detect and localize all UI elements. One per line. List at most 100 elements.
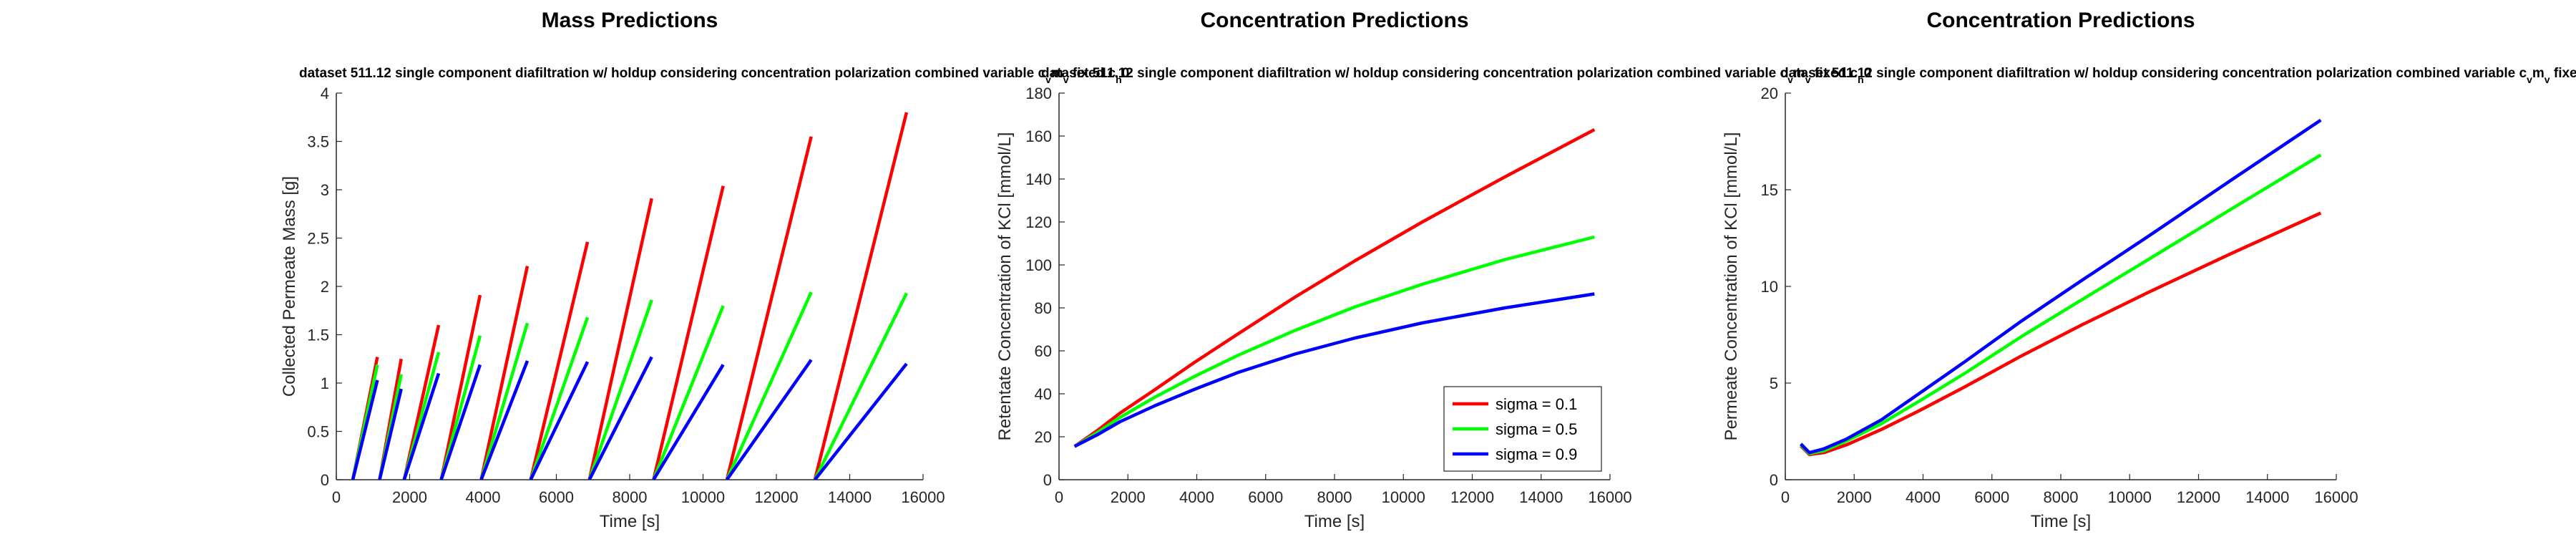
y-tick-label: 15 (1761, 181, 1778, 199)
y-tick-label: 2.5 (307, 230, 329, 248)
x-tick-label: 16000 (1588, 488, 1631, 506)
y-tick-label: 180 (1025, 84, 1052, 102)
legend-label: sigma = 0.9 (1496, 445, 1577, 463)
series-segment-sigma-0-9 (529, 361, 590, 480)
series-segment-sigma-0-1 (813, 112, 909, 480)
y-tick-label: 60 (1035, 342, 1052, 360)
legend-label: sigma = 0.1 (1496, 395, 1577, 413)
series-segment-sigma-0-9 (652, 364, 725, 480)
series-segment-sigma-0-5 (813, 292, 908, 480)
series-segment-sigma-0-9 (479, 360, 530, 480)
chart-subtitle: dataset 511.12 single component diafiltr… (1041, 66, 1871, 85)
y-tick-label: 0 (321, 471, 329, 489)
series-lines (1073, 128, 1596, 448)
series-segment-sigma-0-1 (652, 185, 725, 480)
y-tick-label: 20 (1761, 84, 1778, 102)
y-tick-label: 120 (1025, 213, 1052, 231)
x-tick-label: 4000 (466, 488, 501, 506)
y-axis-label: Retentate Concentration of KCl [mmol/L] (995, 132, 1015, 441)
series-lines (351, 112, 909, 480)
x-tick-label: 16000 (2314, 488, 2358, 506)
y-tick-label: 1.5 (307, 326, 329, 344)
x-tick-label: 16000 (901, 488, 945, 506)
series-segment-sigma-0-1 (529, 241, 590, 480)
permeate-concentration-plot: Concentration Predictions dataset 511.12 … (1722, 9, 2576, 531)
series-segment-sigma-0-9 (439, 364, 482, 480)
x-tick-label: 6000 (539, 488, 574, 506)
series-segment-sigma-0-5 (652, 305, 725, 480)
y-tick-label: 3.5 (307, 133, 329, 151)
series-segment-sigma-0-9 (814, 362, 908, 480)
series-segment-sigma-0-9 (378, 388, 403, 480)
series-lines (1800, 118, 2322, 457)
x-tick-label: 14000 (1519, 488, 1563, 506)
series-segment-sigma-0-5 (479, 322, 530, 480)
y-tick-label: 2 (321, 278, 329, 296)
y-tick-label: 5 (1770, 374, 1778, 392)
x-axis-label: Time [s] (2031, 512, 2091, 531)
series-line-sigma-0-9 (1800, 118, 2322, 455)
chart-title: Concentration Predictions (1926, 9, 2195, 32)
x-tick-label: 14000 (828, 488, 872, 506)
y-tick-label: 40 (1035, 385, 1052, 403)
chart-title: Mass Predictions (542, 9, 718, 32)
legend-label: sigma = 0.5 (1496, 420, 1577, 438)
series-segment-sigma-0-9 (587, 356, 653, 480)
y-tick-label: 100 (1025, 256, 1052, 274)
chart-subtitle: dataset 511.12 single component diafiltr… (1780, 66, 2576, 85)
series-segment-sigma-0-5 (587, 299, 653, 480)
series-line-sigma-0-1 (1073, 128, 1596, 448)
x-tick-label: 6000 (1248, 488, 1283, 506)
x-tick-label: 10000 (681, 488, 725, 506)
series-segment-sigma-0-5 (529, 316, 590, 480)
x-tick-label: 10000 (2108, 488, 2152, 506)
x-tick-label: 2000 (1111, 488, 1146, 506)
y-tick-label: 0.5 (307, 423, 329, 441)
series-segment-sigma-0-5 (725, 291, 813, 480)
y-tick-label: 4 (321, 84, 329, 102)
series-segment-sigma-0-1 (479, 266, 530, 480)
y-tick-label: 140 (1025, 170, 1052, 188)
series-line-sigma-0-9 (1073, 292, 1595, 448)
x-tick-label: 8000 (2044, 488, 2079, 506)
series-line-sigma-0-5 (1800, 153, 2322, 455)
x-tick-label: 8000 (613, 488, 648, 506)
y-tick-label: 3 (321, 181, 329, 199)
y-tick-label: 160 (1025, 127, 1052, 145)
x-tick-label: 12000 (2177, 488, 2220, 506)
x-tick-label: 14000 (2245, 488, 2289, 506)
series-segment-sigma-0-9 (351, 379, 379, 480)
x-tick-label: 10000 (1382, 488, 1425, 506)
series-segment-sigma-0-9 (402, 372, 441, 480)
y-tick-label: 20 (1035, 428, 1052, 446)
x-tick-label: 12000 (1450, 488, 1494, 506)
y-tick-label: 1 (321, 374, 329, 392)
series-segment-sigma-0-9 (725, 359, 813, 480)
y-tick-label: 0 (1770, 471, 1778, 489)
chart-subtitle-text: dataset 511.12 single component diafiltr… (1041, 66, 1788, 81)
x-tick-label: 2000 (392, 488, 427, 506)
chart-subtitle-text: dataset 511.12 single component diafiltr… (299, 66, 1046, 81)
y-tick-label: 80 (1035, 299, 1052, 317)
x-tick-label: 0 (1781, 488, 1790, 506)
series-segment-sigma-0-1 (439, 294, 482, 480)
series-line-sigma-0-5 (1073, 235, 1595, 448)
x-tick-label: 12000 (754, 488, 798, 506)
x-tick-label: 0 (332, 488, 341, 506)
y-axis-label: Permeate Concentration of KCl [mmol/L] (1722, 132, 1741, 441)
y-tick-label: 0 (1043, 471, 1052, 489)
series-segment-sigma-0-1 (587, 198, 653, 480)
x-axis-label: Time [s] (1304, 512, 1365, 531)
chart-title: Concentration Predictions (1200, 9, 1468, 32)
y-axis-label: Collected Permeate Mass [g] (280, 176, 299, 397)
x-tick-label: 2000 (1837, 488, 1872, 506)
x-axis-label: Time [s] (600, 512, 660, 531)
x-tick-label: 0 (1055, 488, 1063, 506)
x-tick-label: 4000 (1906, 488, 1941, 506)
chart-subtitle: dataset 511.12 single component diafiltr… (299, 66, 1129, 85)
chart-legend: sigma = 0.1 sigma = 0.5 sigma = 0.9 (1443, 386, 1602, 472)
series-line-sigma-0-1 (1800, 211, 2322, 457)
retentate-concentration-plot: Concentration Predictions dataset 511.12 … (995, 9, 1871, 531)
series-segment-sigma-0-1 (725, 136, 813, 480)
